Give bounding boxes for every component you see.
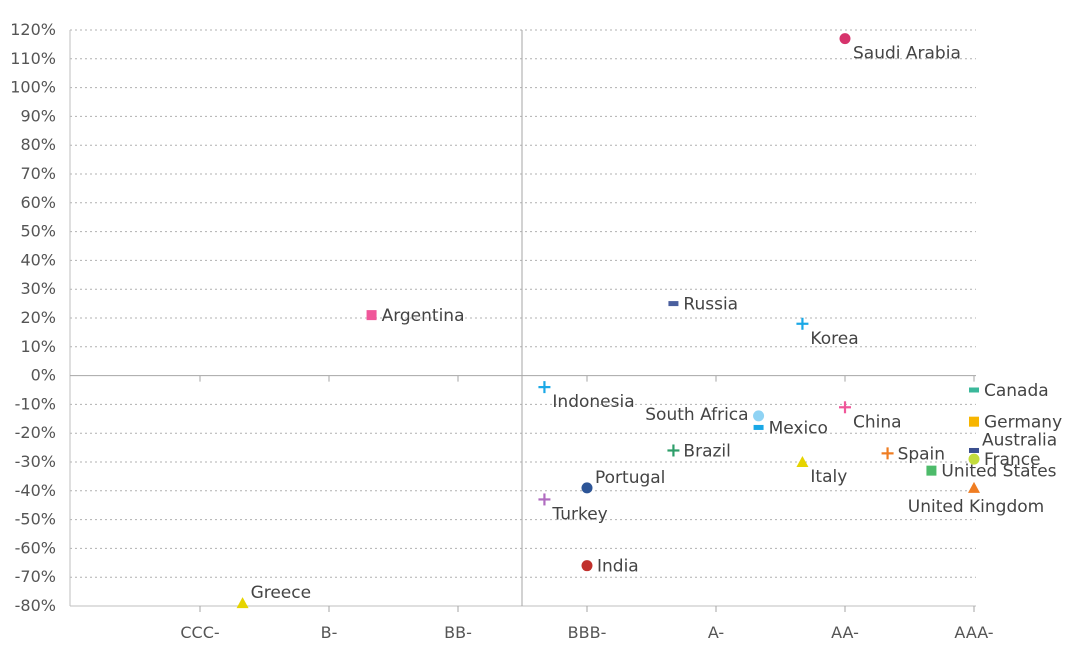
point-united-states (926, 465, 937, 476)
point-label: Greece (251, 583, 312, 603)
point-label: Germany (984, 413, 1062, 433)
y-tick-label: -20% (15, 423, 56, 442)
y-tick-label: -80% (15, 596, 56, 615)
point-label: Russia (683, 295, 738, 315)
y-tick-label: -50% (15, 510, 56, 529)
point-label: Spain (898, 444, 946, 464)
point-united-kingdom (968, 481, 980, 493)
point-india (581, 560, 593, 572)
point-spain (881, 447, 894, 460)
y-tick-label: 0% (31, 366, 56, 385)
point-australia (969, 447, 979, 453)
x-tick-label: A- (708, 623, 724, 642)
point-russia (668, 301, 679, 307)
y-tick-label: 50% (20, 222, 56, 241)
point-portugal (581, 482, 593, 494)
y-tick-label: 80% (20, 135, 56, 154)
x-tick-label: AAA- (954, 623, 993, 642)
y-tick-label: -60% (15, 538, 56, 557)
y-tick-label: -30% (15, 452, 56, 471)
point-china (839, 401, 851, 414)
y-tick-label: 30% (20, 279, 56, 298)
point-label: China (853, 412, 902, 432)
point-label: Indonesia (552, 392, 634, 412)
point-indonesia (538, 381, 551, 394)
point-labels: Saudi Arabia Argentina Russia Korea Indonesi… (251, 44, 1063, 603)
x-tick-label: AA- (831, 623, 859, 642)
point-label: France (984, 450, 1041, 470)
y-tick-label: 70% (20, 164, 56, 183)
data-points (236, 33, 980, 609)
x-tick-label: BB- (444, 623, 472, 642)
point-greece (236, 597, 249, 609)
y-tick-label: -70% (15, 567, 56, 586)
point-label: Turkey (551, 504, 607, 524)
point-label: South Africa (645, 405, 748, 425)
point-label: India (597, 557, 639, 577)
y-tick-label: 40% (20, 250, 56, 269)
point-label: United States (941, 462, 1056, 482)
point-label: Mexico (769, 418, 828, 438)
point-brazil (667, 444, 680, 457)
point-argentina (366, 310, 377, 321)
point-italy (796, 456, 809, 467)
point-label: Brazil (683, 441, 730, 461)
point-canada (969, 387, 979, 393)
point-label: Korea (810, 329, 858, 349)
point-label: Portugal (595, 468, 665, 488)
x-tick-label: B- (321, 623, 338, 642)
axes: 120% 110% 100% 90% 80% 70% 60% 50% 40% 30% 20% 10% 0… (10, 20, 993, 642)
point-korea (796, 317, 809, 330)
point-label: Argentina (382, 306, 465, 326)
point-label: Canada (984, 381, 1049, 401)
y-tick-label: 10% (20, 337, 56, 356)
grid (70, 29, 976, 607)
point-turkey (538, 493, 551, 506)
point-label: Australia (982, 430, 1057, 450)
point-label: Italy (810, 467, 847, 487)
y-tick-label: 100% (10, 78, 56, 97)
point-label: United Kingdom (908, 497, 1044, 517)
point-label: Saudi Arabia (853, 44, 961, 64)
y-tick-label: -10% (15, 394, 56, 413)
y-tick-label: 60% (20, 193, 56, 212)
point-mexico (753, 424, 764, 430)
point-germany (969, 416, 979, 427)
x-tick-label: BBB- (568, 623, 607, 642)
point-saudi-arabia (839, 33, 851, 45)
y-tick-label: 90% (20, 106, 56, 125)
point-france (968, 453, 980, 465)
y-tick-label: 20% (20, 308, 56, 327)
y-tick-label: 120% (10, 20, 56, 39)
x-tick-label: CCC- (180, 623, 219, 642)
y-tick-label: 110% (10, 49, 56, 68)
point-south-africa (753, 410, 765, 422)
y-tick-label: -40% (15, 481, 56, 500)
